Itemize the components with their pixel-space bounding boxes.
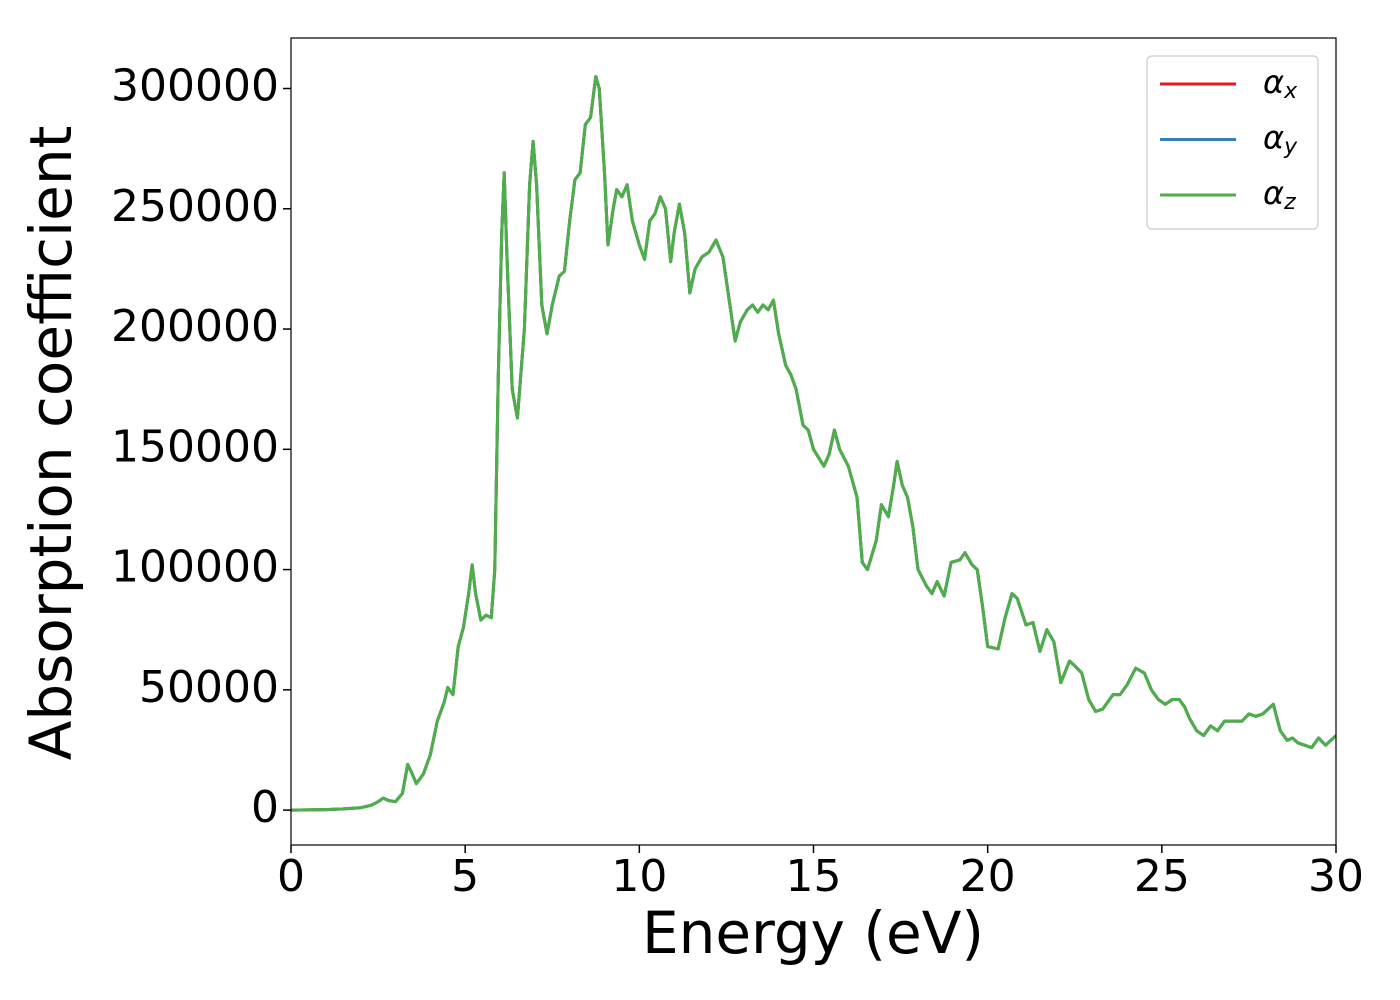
series-line [291, 74, 1336, 812]
y-tick-label: 100000 [111, 542, 279, 593]
y-tick-label: 200000 [111, 301, 279, 352]
y-tick-label: 300000 [111, 61, 279, 112]
x-tick-label: 25 [1134, 851, 1190, 902]
y-tick-label: 0 [251, 782, 279, 833]
legend-label: αx [1263, 63, 1298, 104]
legend-label: αy [1263, 119, 1298, 160]
y-tick-label: 50000 [139, 662, 279, 713]
x-tick-label: 30 [1308, 851, 1364, 902]
y-tick-label: 250000 [111, 181, 279, 232]
x-tick-label: 10 [611, 851, 667, 902]
legend-box [1146, 55, 1319, 230]
x-tick-label: 5 [451, 851, 479, 902]
x-tick-label: 20 [960, 851, 1016, 902]
x-tick-label: 15 [786, 851, 842, 902]
legend-label: αz [1263, 174, 1296, 215]
y-tick-label: 150000 [111, 421, 279, 472]
plot-frame [290, 37, 1337, 846]
y-axis-label: Absorption coefficient [17, 126, 85, 761]
x-axis-label: Energy (eV) [642, 899, 984, 967]
x-tick-label: 0 [277, 851, 305, 902]
